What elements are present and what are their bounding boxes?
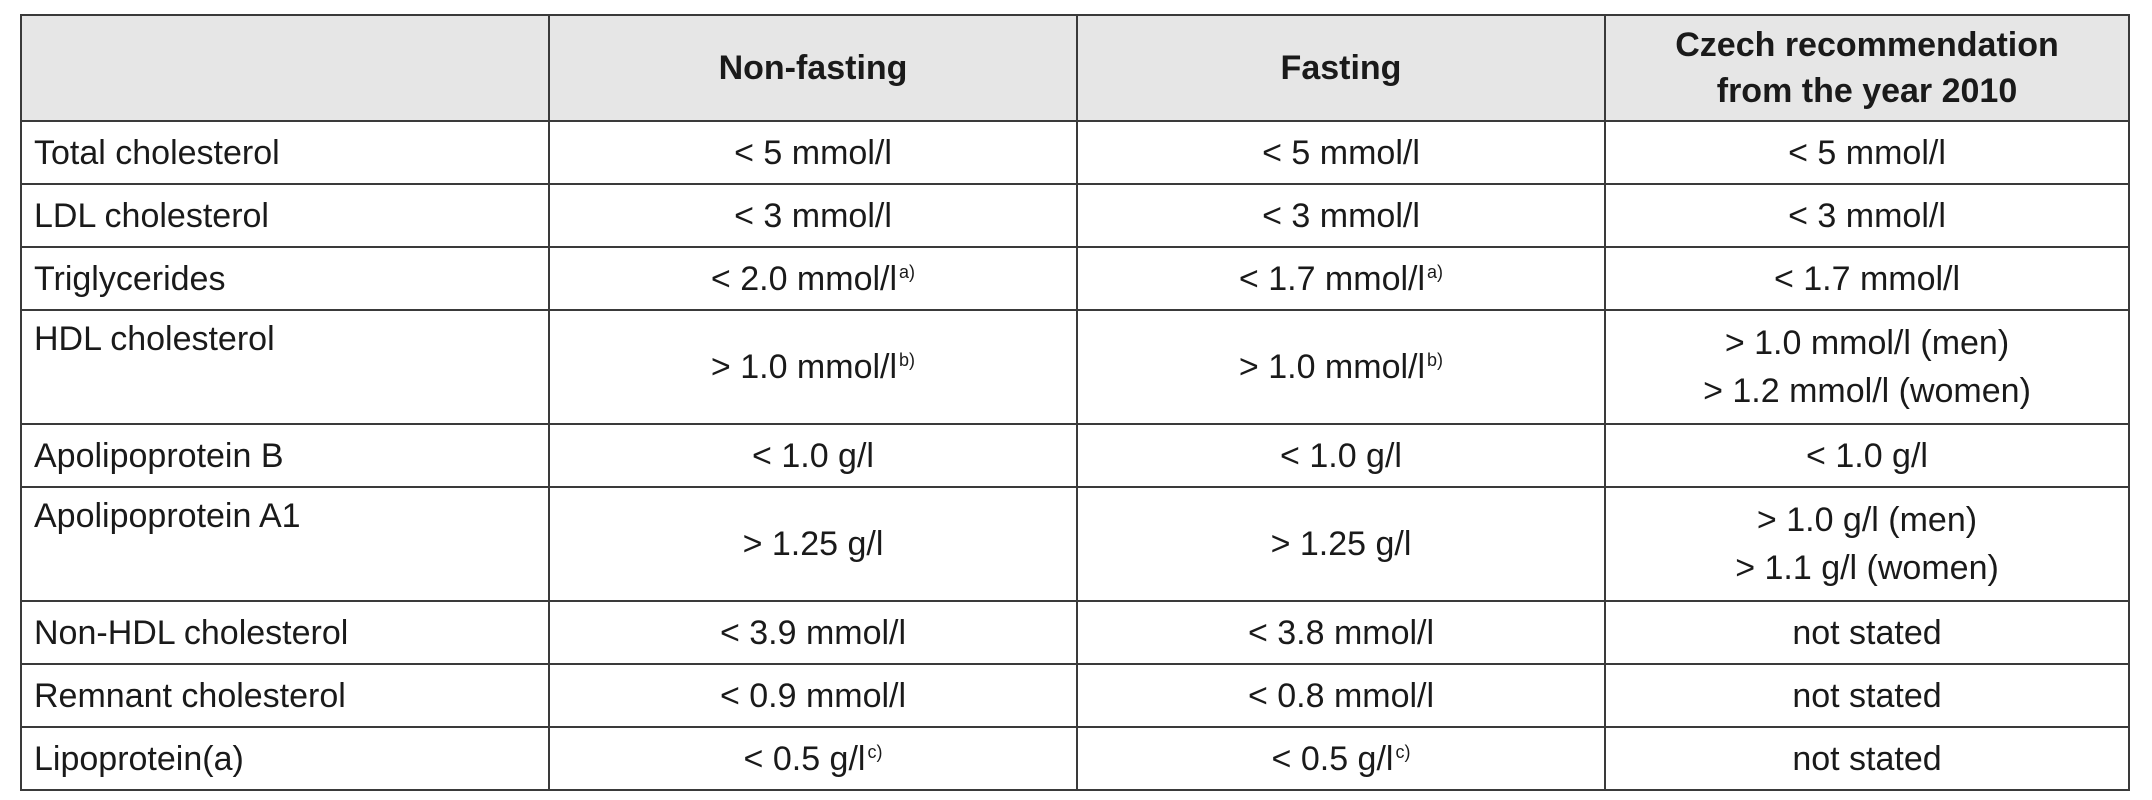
row-label: Total cholesterol xyxy=(20,120,550,185)
table-row: Total cholesterol < 5 mmol/l < 5 mmol/l … xyxy=(20,120,2130,185)
czech-value: not stated xyxy=(1604,726,2130,791)
header-czech-line-1: Czech recommendation xyxy=(1675,26,2059,64)
value-text: > 1.0 mmol/l xyxy=(1238,348,1426,386)
header-czech-line-2: from the year 2010 xyxy=(1716,72,2018,110)
czech-value: not stated xyxy=(1604,600,2130,665)
footnote-marker: a) xyxy=(899,261,916,282)
table-row: HDL cholesterol > 1.0 mmol/l b) > 1.0 mmo… xyxy=(20,309,2130,425)
footnote-marker: b) xyxy=(899,350,916,370)
table-header-row: Non-fasting Fasting Czech recommendation… xyxy=(20,14,2130,122)
czech-value: not stated xyxy=(1604,663,2130,728)
table-row: Triglycerides < 2.0 mmol/l a) < 1.7 mmol/… xyxy=(20,246,2130,311)
czech-value-men: > 1.0 g/l (men) xyxy=(1756,501,1978,539)
header-corner-cell xyxy=(20,14,550,122)
fasting-value: < 0.5 g/l c) xyxy=(1076,726,1606,791)
czech-value: > 1.0 mmol/l (men) > 1.2 mmol/l (women) xyxy=(1604,309,2130,425)
footnote-marker: b) xyxy=(1427,350,1444,370)
value-text: > 1.0 mmol/l xyxy=(710,348,898,386)
row-label: HDL cholesterol xyxy=(20,309,550,425)
footnote-marker: a) xyxy=(1427,261,1444,282)
footnote-marker: c) xyxy=(867,741,883,762)
fasting-value: < 5 mmol/l xyxy=(1076,120,1606,185)
value-text: < 5 mmol/l xyxy=(1262,133,1420,172)
table-row: Apolipoprotein B < 1.0 g/l < 1.0 g/l < 1… xyxy=(20,423,2130,488)
row-label: LDL cholesterol xyxy=(20,183,550,248)
non-fasting-value: > 1.25 g/l xyxy=(548,486,1078,602)
non-fasting-value: < 3 mmol/l xyxy=(548,183,1078,248)
fasting-value: > 1.25 g/l xyxy=(1076,486,1606,602)
header-czech-recommendation: Czech recommendation from the year 2010 xyxy=(1604,14,2130,122)
value-text: < 5 mmol/l xyxy=(734,133,892,172)
footnote-marker: c) xyxy=(1395,741,1411,762)
fasting-value: < 1.7 mmol/l a) xyxy=(1076,246,1606,311)
fasting-value: < 3.8 mmol/l xyxy=(1076,600,1606,665)
row-label: Remnant cholesterol xyxy=(20,663,550,728)
value-text: < 1.0 g/l xyxy=(1280,436,1402,475)
table-row: Remnant cholesterol < 0.9 mmol/l < 0.8 m… xyxy=(20,663,2130,728)
fasting-value: > 1.0 mmol/l b) xyxy=(1076,309,1606,425)
czech-value: < 1.7 mmol/l xyxy=(1604,246,2130,311)
czech-value-women: > 1.1 g/l (women) xyxy=(1735,549,1999,587)
lipid-targets-table: Non-fasting Fasting Czech recommendation… xyxy=(20,14,2130,791)
header-non-fasting: Non-fasting xyxy=(548,14,1078,122)
header-fasting: Fasting xyxy=(1076,14,1606,122)
fasting-value: < 3 mmol/l xyxy=(1076,183,1606,248)
row-label: Triglycerides xyxy=(20,246,550,311)
value-text: < 1.0 g/l xyxy=(752,436,874,475)
value-text: < 3 mmol/l xyxy=(1262,196,1420,235)
table-row: Lipoprotein(a) < 0.5 g/l c) < 0.5 g/l c) n… xyxy=(20,726,2130,791)
non-fasting-value: < 5 mmol/l xyxy=(548,120,1078,185)
czech-value: < 3 mmol/l xyxy=(1604,183,2130,248)
value-text: < 3 mmol/l xyxy=(734,196,892,235)
table-row: Non-HDL cholesterol < 3.9 mmol/l < 3.8 m… xyxy=(20,600,2130,665)
value-text: < 3.8 mmol/l xyxy=(1247,613,1435,652)
fasting-value: < 1.0 g/l xyxy=(1076,423,1606,488)
non-fasting-value: < 0.5 g/l c) xyxy=(548,726,1078,791)
non-fasting-value: < 2.0 mmol/l a) xyxy=(548,246,1078,311)
fasting-value: < 0.8 mmol/l xyxy=(1076,663,1606,728)
non-fasting-value: < 1.0 g/l xyxy=(548,423,1078,488)
value-text: < 0.9 mmol/l xyxy=(719,676,907,715)
czech-value-women: > 1.2 mmol/l (women) xyxy=(1703,372,2031,410)
row-label: Apolipoprotein A1 xyxy=(20,486,550,602)
value-text: < 1.7 mmol/l xyxy=(1238,259,1426,298)
czech-value: < 1.0 g/l xyxy=(1604,423,2130,488)
czech-value-men: > 1.0 mmol/l (men) xyxy=(1724,324,2010,362)
value-text: < 3.9 mmol/l xyxy=(719,613,907,652)
value-text: > 1.25 g/l xyxy=(742,525,884,563)
non-fasting-value: > 1.0 mmol/l b) xyxy=(548,309,1078,425)
table-row: Apolipoprotein A1 > 1.25 g/l > 1.25 g/l … xyxy=(20,486,2130,602)
value-text: < 0.5 g/l xyxy=(743,739,866,778)
value-text: > 1.25 g/l xyxy=(1270,525,1412,563)
czech-value: < 5 mmol/l xyxy=(1604,120,2130,185)
row-label: Non-HDL cholesterol xyxy=(20,600,550,665)
non-fasting-value: < 0.9 mmol/l xyxy=(548,663,1078,728)
row-label: Lipoprotein(a) xyxy=(20,726,550,791)
czech-value: > 1.0 g/l (men) > 1.1 g/l (women) xyxy=(1604,486,2130,602)
value-text: < 0.8 mmol/l xyxy=(1247,676,1435,715)
value-text: < 2.0 mmol/l xyxy=(710,259,898,298)
value-text: < 0.5 g/l xyxy=(1271,739,1394,778)
non-fasting-value: < 3.9 mmol/l xyxy=(548,600,1078,665)
table-row: LDL cholesterol < 3 mmol/l < 3 mmol/l < … xyxy=(20,183,2130,248)
row-label: Apolipoprotein B xyxy=(20,423,550,488)
